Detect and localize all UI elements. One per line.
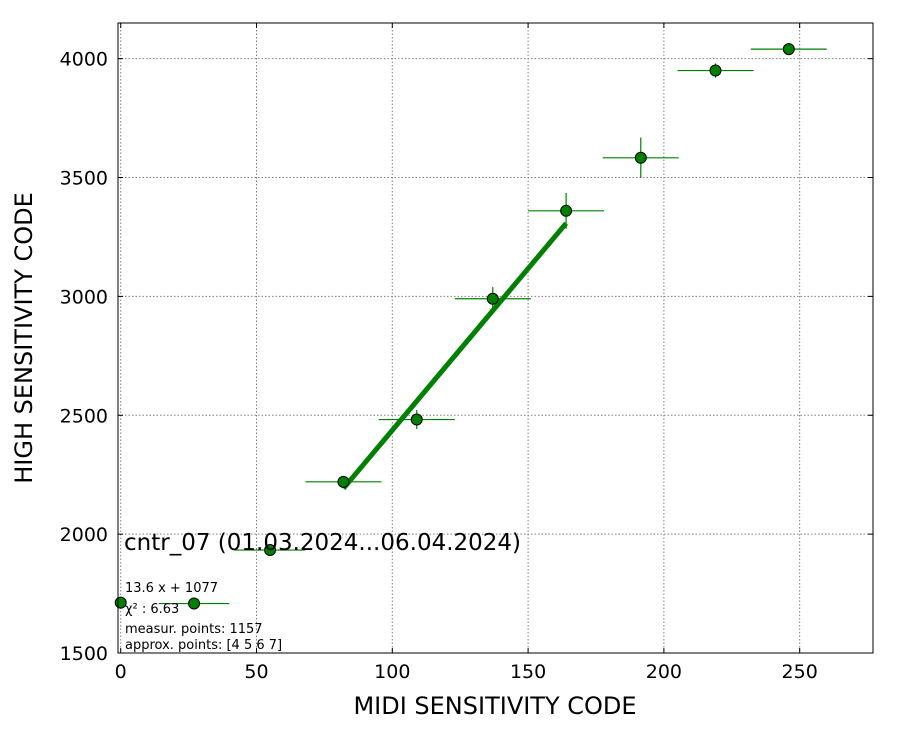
annotation-chi2: χ² : 6.63	[125, 602, 179, 617]
data-point	[188, 597, 201, 610]
fit-line	[341, 221, 569, 491]
data-point	[634, 151, 647, 164]
y-tick-label: 2500	[60, 405, 108, 427]
plot-frame	[117, 22, 874, 654]
data-point	[410, 413, 423, 426]
annotation-approx: approx. points: [4 5 6 7]	[125, 638, 282, 653]
data-point	[782, 43, 795, 56]
data-point	[486, 292, 499, 305]
data-point	[337, 475, 350, 488]
data-points	[114, 43, 795, 610]
x-tick-label: 100	[374, 661, 410, 683]
x-tick-label: 200	[646, 661, 682, 683]
data-point	[560, 204, 573, 217]
y-tick-label: 3500	[60, 168, 108, 190]
x-tick-label: 0	[115, 661, 127, 683]
tick-marks	[118, 23, 873, 654]
x-axis-label: MIDI SENSITIVITY CODE	[353, 692, 636, 720]
annotation-measur: measur. points: 1157	[125, 622, 263, 637]
y-tick-label: 3000	[60, 286, 108, 308]
data-point	[264, 544, 277, 557]
annotation-fit: 13.6 x + 1077	[125, 581, 218, 596]
y-tick-label: 1500	[60, 643, 108, 665]
annotation-title: cntr_07 (01.03.2024...06.04.2024)	[124, 530, 521, 556]
x-tick-label: 150	[510, 661, 546, 683]
x-tick-label: 50	[244, 661, 268, 683]
x-tick-labels: 0 50 100 150 200 250	[115, 661, 818, 683]
x-tick-label: 250	[782, 661, 818, 683]
y-axis-label: HIGH SENSITIVITY CODE	[10, 192, 38, 484]
grid	[118, 23, 873, 654]
y-tick-label: 4000	[60, 49, 108, 71]
fit-line-group	[341, 221, 569, 491]
data-point	[709, 64, 722, 77]
y-tick-labels: 1500 2000 2500 3000 3500 4000	[60, 49, 108, 665]
error-bars	[120, 43, 827, 606]
y-tick-label: 2000	[60, 524, 108, 546]
